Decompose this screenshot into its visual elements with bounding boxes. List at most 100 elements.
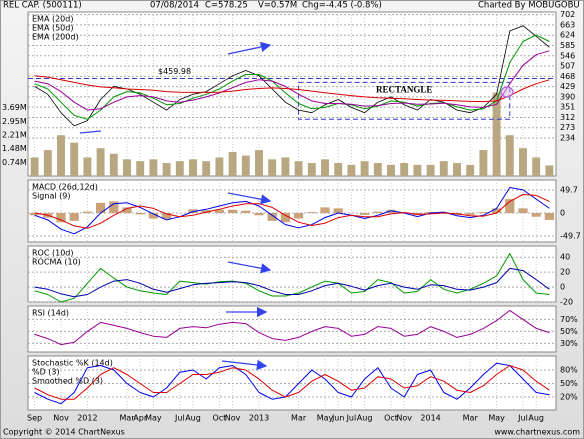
y-tick-label: 429: [560, 82, 575, 91]
histogram-bar: [320, 207, 330, 213]
trend-arrow: [221, 359, 268, 371]
y-tick-label: -20: [560, 298, 573, 307]
histogram-bar: [82, 211, 93, 213]
series-line: [34, 187, 550, 235]
y-tick-label: 50%: [560, 327, 578, 336]
legend-entry: Smoothed %D (3): [32, 377, 103, 386]
price-line: [34, 25, 550, 127]
symbol: REL CAP. (500111): [3, 1, 82, 11]
histogram-bar: [373, 211, 383, 213]
volume-bar: [162, 163, 171, 176]
volume-bar: [492, 92, 501, 176]
panel-frame: [27, 179, 557, 243]
x-tick-label: Oct: [212, 414, 226, 423]
y-tick-label: 507: [560, 62, 575, 71]
x-tick-label: Jul: [517, 414, 528, 423]
change: Chg=-4.45 (-0.8%): [302, 1, 382, 11]
legend-entry: RSI (14d): [32, 309, 69, 318]
x-tick-label: 2013: [249, 414, 269, 423]
histogram-bar: [544, 212, 555, 220]
volume-bar: [413, 164, 422, 176]
series-line: [34, 267, 550, 298]
volume-bar: [43, 150, 52, 176]
y-tick-label: 390: [560, 92, 575, 101]
y-tick-label: 312: [560, 113, 575, 122]
series-line: [34, 365, 550, 400]
trend-arrow: [227, 261, 272, 274]
volume-bar: [175, 161, 184, 176]
volume-bar: [30, 157, 39, 176]
volume-bar: [426, 164, 435, 176]
legend-entry: Signal (9): [32, 192, 70, 201]
volume-bar: [439, 161, 448, 176]
volume-bar: [255, 150, 263, 176]
volume-bar: [228, 151, 237, 176]
trend-arrow: [227, 41, 272, 55]
histogram-bar: [135, 212, 145, 215]
x-tick-label: Apr: [133, 414, 148, 423]
breakout-marker: [500, 86, 514, 98]
volume-bar: [479, 150, 488, 176]
x-tick-label: Aug: [528, 414, 544, 423]
y-tick-label: 234: [560, 134, 575, 143]
y-tick-label: 468: [560, 72, 575, 81]
histogram-bar: [227, 209, 238, 213]
x-tick-label: Nov: [225, 414, 241, 423]
copyright: Copyright © 2014 ChartNexus: [3, 428, 125, 437]
volume-bar: [466, 164, 475, 176]
volume-bar: [519, 148, 527, 176]
volume-bar: [57, 135, 65, 176]
volume-bar: [373, 163, 382, 176]
histogram-bar: [293, 212, 304, 219]
y-tick-label: 273: [560, 123, 575, 132]
x-tick-label: Mar: [463, 414, 479, 423]
x-tick-label: May: [145, 414, 162, 423]
legend-entry: ROC (10d): [32, 249, 73, 258]
volume-bar: [400, 163, 409, 176]
y-tick-label: 50%: [560, 379, 578, 388]
y-tick-label: 624: [560, 31, 575, 40]
y-tick-label: 20: [560, 268, 570, 277]
legend-entry: ROCMA (10): [32, 258, 81, 267]
x-tick-label: Aug: [185, 414, 201, 423]
y-tick-label: 0: [560, 283, 565, 292]
y-tick-label: 30%: [560, 339, 578, 348]
x-tick-label: Jul: [346, 414, 357, 423]
volume-bar: [241, 155, 250, 176]
volume-bar: [453, 163, 461, 176]
volume-bar: [123, 159, 131, 176]
volume-bar: [505, 135, 514, 176]
panel-frame: [27, 245, 557, 303]
volume-bar: [334, 163, 343, 176]
volume-bar: [109, 153, 118, 176]
volume-tick-label: 2.21M: [2, 131, 27, 140]
series-line: [34, 362, 550, 405]
volume-tick-label: 3.69M: [2, 103, 27, 112]
site: www.chartnexus.com: [494, 428, 580, 437]
pattern-box: [298, 81, 511, 120]
trend-line: [79, 130, 102, 134]
legend-entry: EMA (50d): [32, 24, 73, 33]
volume: V=0.57M: [258, 1, 297, 11]
annotations: [79, 41, 514, 371]
histogram-bar: [161, 212, 172, 220]
histogram-bar: [56, 212, 66, 223]
histogram-bar: [386, 209, 396, 213]
histogram-bar: [254, 212, 264, 216]
x-tick-label: 2014: [420, 414, 440, 423]
histogram-bar: [214, 209, 225, 213]
histogram-bar: [69, 212, 79, 221]
histogram-bar: [491, 208, 502, 213]
histogram-bar: [109, 201, 119, 213]
histogram-bar: [478, 212, 489, 213]
volume-bar: [70, 142, 79, 176]
y-tick-label: 585: [560, 41, 575, 50]
volume-bar: [215, 157, 224, 176]
histogram-bar: [267, 212, 277, 221]
histogram-bar: [333, 208, 343, 213]
legend-entry: EMA (200d): [32, 33, 79, 42]
histogram-bar: [29, 212, 40, 216]
volume-bar: [360, 161, 369, 176]
